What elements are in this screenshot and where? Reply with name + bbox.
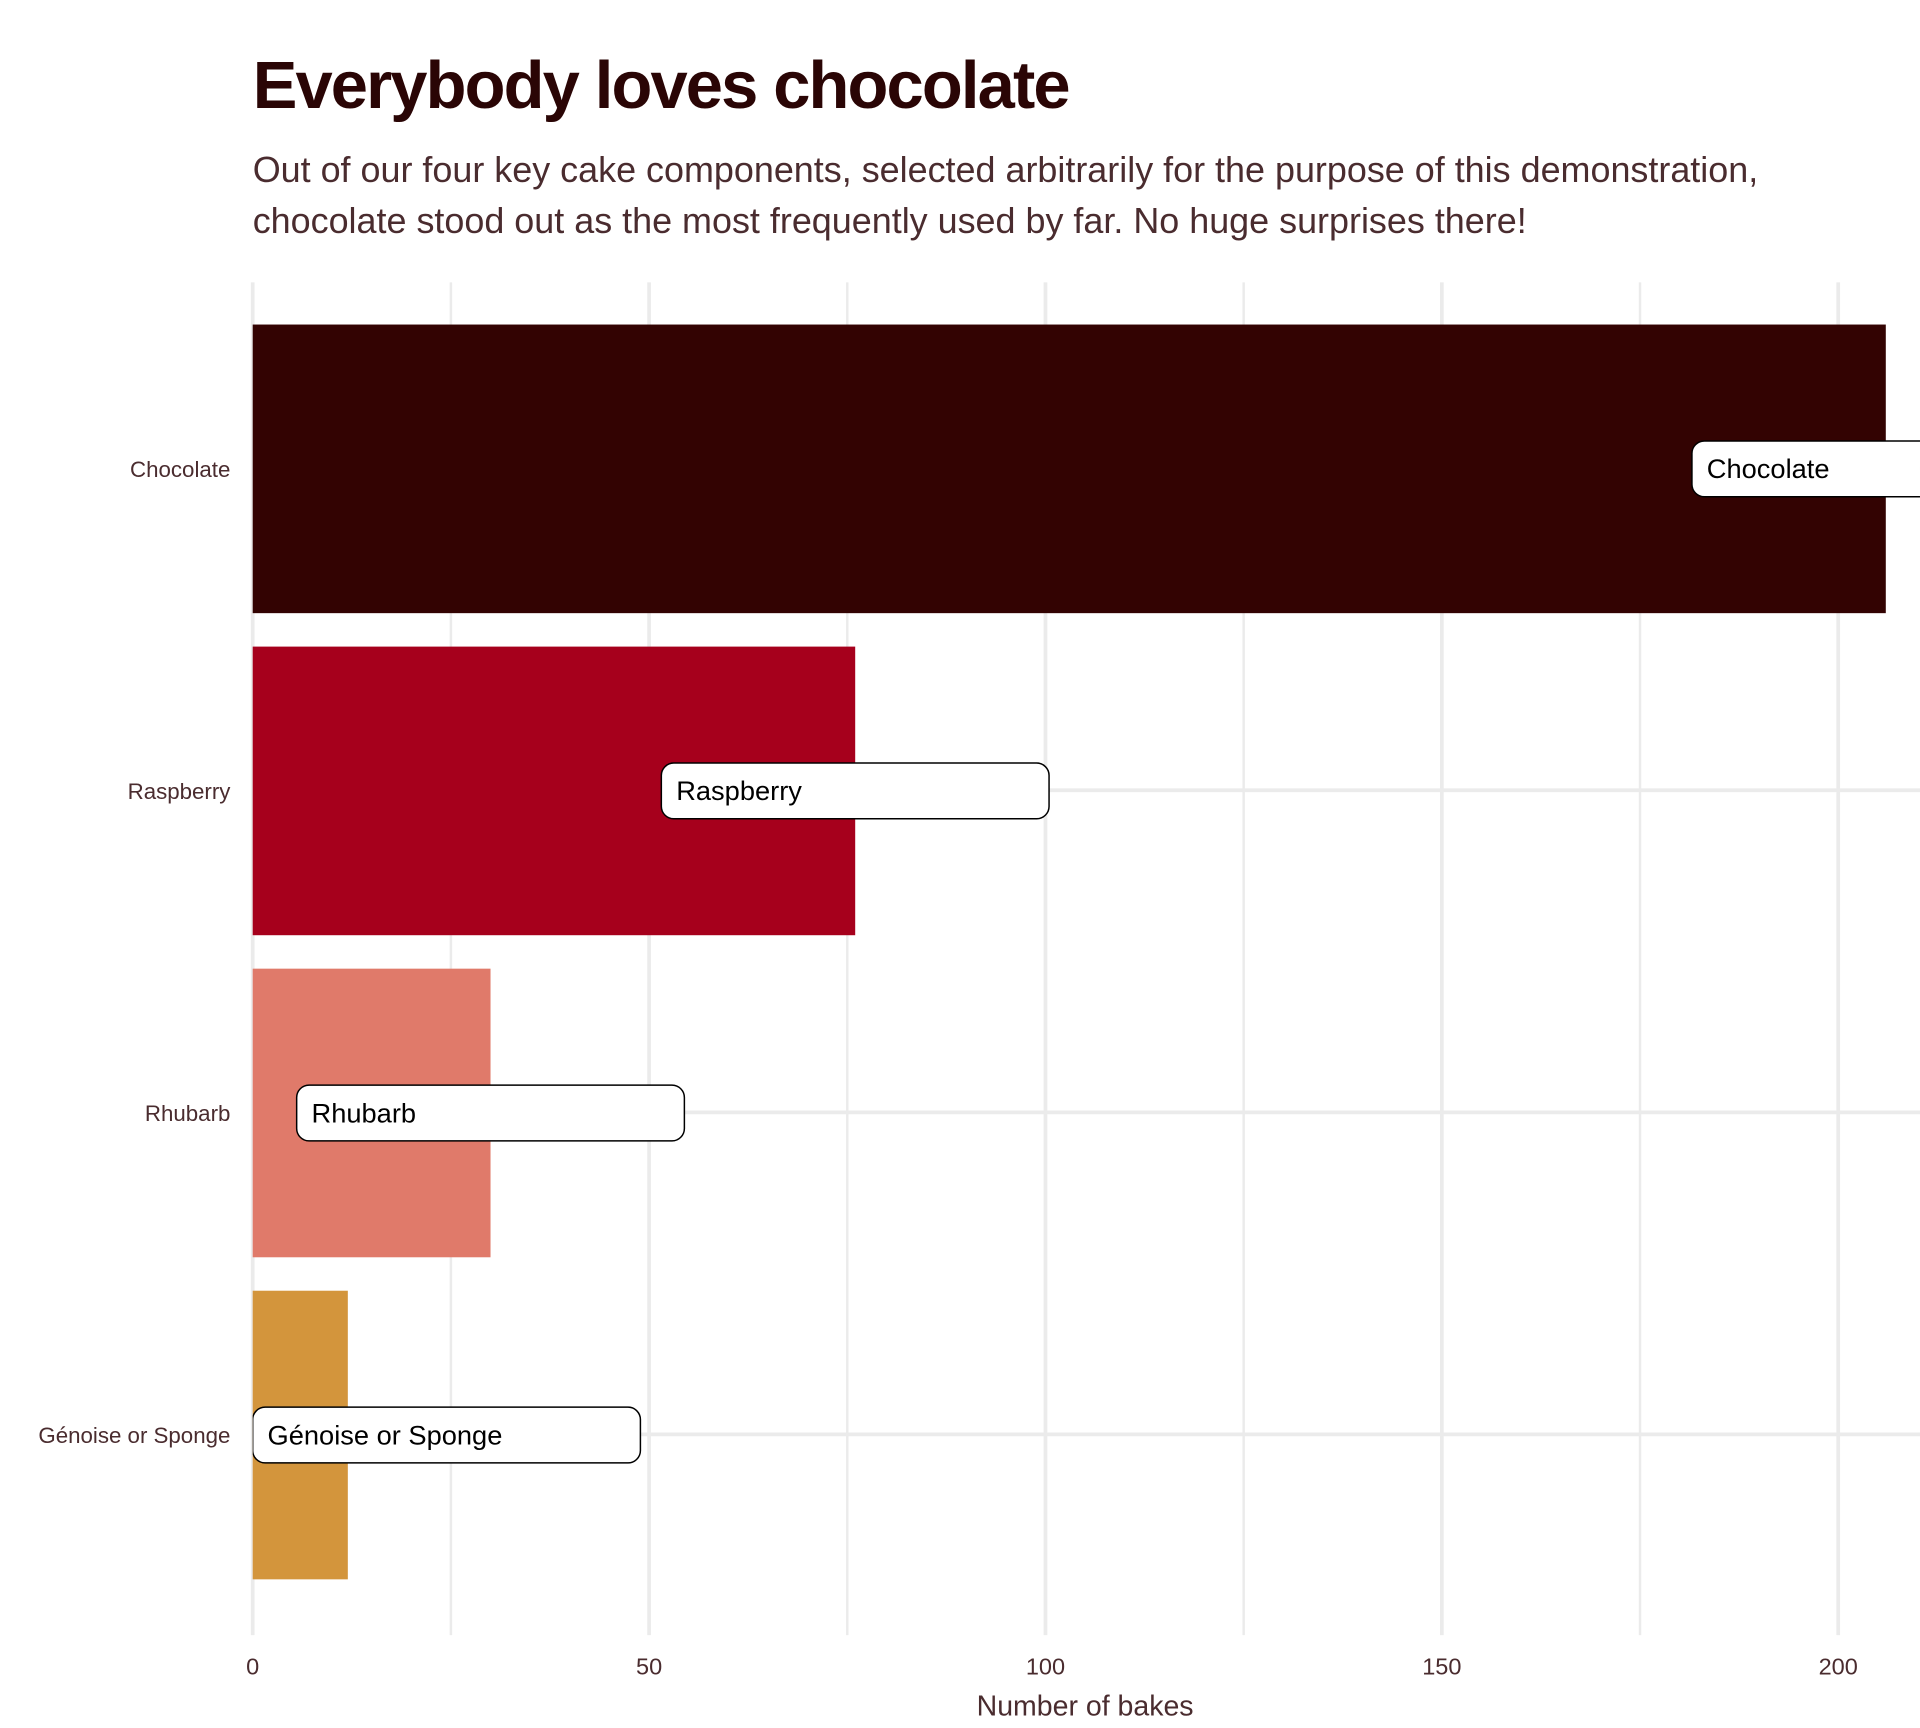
x-tick-label: 50 [636,1654,662,1680]
bar-label-box [295,1084,686,1142]
bar-chocolate [252,324,1886,614]
chart-subtitle: Out of our four key cake components, sel… [252,151,1759,242]
bar-labels: Chocolate Raspberry Rhubarb Génoise or Spon… [252,440,1920,1464]
x-tick-label: 200 [1819,1654,1858,1680]
chart-title: Everybody loves chocolate [252,48,1071,123]
x-axis-label: Number of bakes [977,1691,1194,1723]
x-tick-label: 100 [1026,1654,1065,1680]
x-tick-label: 0 [246,1654,259,1680]
y-tick-label: Rhubarb [145,1101,230,1126]
y-tick-label: Raspberry [128,779,232,804]
y-tick-label: Chocolate [130,457,230,482]
bar-label-box [1691,440,1920,498]
bar-label: Chocolate [1707,453,1830,484]
bar-label: Raspberry [676,775,802,806]
bar-label-box [252,1406,642,1464]
axes: Chocolate Raspberry Rhubarb Génoise or Spon… [38,457,1857,1680]
bar-label: Rhubarb [312,1097,417,1128]
bar-label: Génoise or Sponge [268,1419,503,1450]
y-tick-label: Génoise or Sponge [38,1423,230,1448]
x-tick-label: 150 [1422,1654,1461,1680]
bar-label-box [660,762,1050,820]
